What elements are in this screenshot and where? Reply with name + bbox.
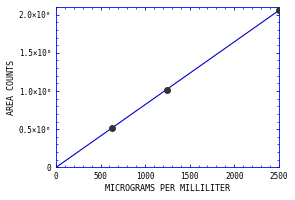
X-axis label: MICROGRAMS PER MILLILITER: MICROGRAMS PER MILLILITER — [105, 184, 230, 193]
Y-axis label: AREA COUNTS: AREA COUNTS — [7, 60, 16, 115]
Point — [109, 126, 114, 129]
Point — [276, 8, 281, 12]
Point — [165, 89, 170, 92]
